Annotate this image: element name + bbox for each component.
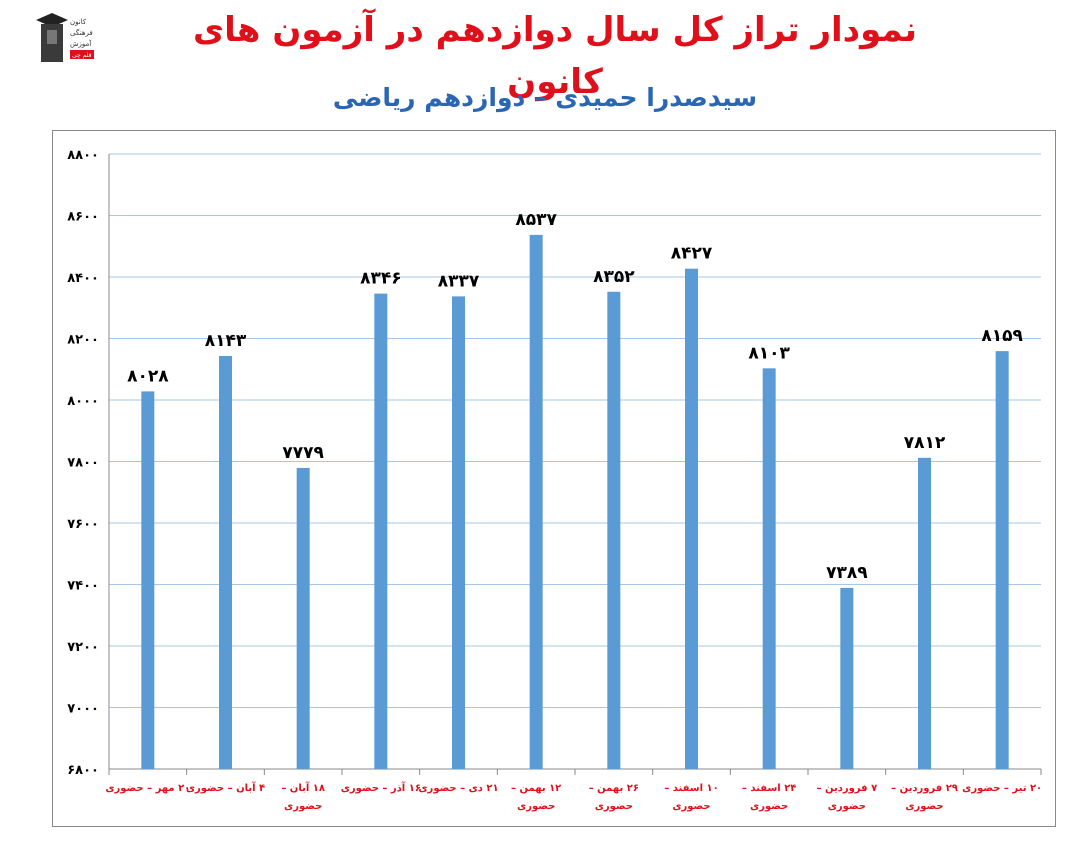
- logo-text-line-3: آموزش: [70, 39, 92, 48]
- category-label: حضوری: [672, 801, 710, 812]
- kanoon-logo: کانون فرهنگی آموزش قلم چی: [32, 8, 104, 66]
- category-label: ۲۹ فروردین –: [891, 783, 958, 794]
- category-label: حضوری: [750, 801, 788, 812]
- logo-text-line-2: فرهنگی: [70, 28, 93, 37]
- page-subtitle: سیدصدرا حمیدی – دوازدهم ریاضی: [332, 83, 758, 112]
- category-label: ۲۰ تیر – حضوری: [962, 783, 1042, 794]
- category-label: حضوری: [595, 801, 633, 812]
- bar: [219, 356, 232, 769]
- category-label: حضوری: [828, 801, 866, 812]
- category-label: ۲۱ دی – حضوری: [418, 783, 498, 794]
- y-tick-label: ۸۰۰۰: [67, 394, 99, 409]
- y-tick-label: ۷۲۰۰: [67, 640, 99, 655]
- category-label: ۲۶ بهمن –: [589, 783, 639, 794]
- bar: [995, 351, 1009, 769]
- bar: [918, 457, 931, 769]
- category-label: ۱۸ آبان –: [281, 781, 325, 794]
- y-tick-label: ۷۴۰۰: [67, 579, 99, 594]
- y-tick-label: ۸۴۰۰: [67, 271, 99, 286]
- data-label: ۸۳۳۷: [438, 271, 480, 291]
- category-label: حضوری: [517, 801, 555, 812]
- page-title: نمودار تراز کل سال دوازدهم در آزمون های …: [192, 10, 917, 102]
- data-label: ۸۱۰۳: [748, 343, 790, 363]
- data-label: ۸۱۴۳: [205, 331, 247, 351]
- bar: [141, 391, 155, 769]
- chart-frame: ۶۸۰۰ ۷۰۰۰ ۷۲۰۰ ۷۴۰۰ ۷۶۰۰ ۷۸۰۰ ۸۰۰۰ ۸۲۰۰ ۸۴۰۰ ۸۶۰۰…: [52, 130, 1056, 827]
- category-label: ۲۰ مهر – حضوری: [105, 783, 190, 794]
- bar: [529, 234, 543, 769]
- data-label: ۷۷۷۹: [282, 443, 324, 463]
- graduation-cap-icon: [36, 13, 68, 27]
- y-tick-label: ۸۲۰۰: [67, 333, 99, 348]
- data-label: ۸۰۲۸: [127, 366, 169, 386]
- category-label: ۲۴ اسفند –: [742, 783, 797, 794]
- data-label: ۸۱۵۹: [981, 326, 1023, 346]
- logo-text-line-1: کانون: [70, 18, 87, 26]
- data-label: ۸۳۴۶: [360, 269, 402, 289]
- logo-text-line-4: قلم چی: [72, 52, 92, 59]
- bar: [762, 368, 776, 769]
- data-label: ۷۸۱۲: [904, 433, 946, 453]
- category-label: حضوری: [905, 801, 943, 812]
- bar: [452, 296, 465, 769]
- data-label: ۸۵۳۷: [515, 210, 557, 230]
- bar: [685, 268, 698, 769]
- data-label: ۸۴۲۷: [671, 244, 713, 264]
- category-label: ۱۶ آذر – حضوری: [341, 781, 421, 794]
- data-label: ۸۳۵۲: [593, 267, 635, 287]
- bar: [607, 291, 621, 769]
- kanoon-logo-graphic: کانون فرهنگی آموزش قلم چی: [36, 13, 94, 62]
- y-tick-label: ۷۸۰۰: [67, 456, 99, 471]
- category-label: حضوری: [284, 801, 322, 812]
- y-tick-label: ۸۶۰۰: [67, 210, 99, 225]
- y-tick-label: ۶۸۰۰: [67, 763, 99, 778]
- category-label: ۴ آبان – حضوری: [186, 781, 265, 794]
- bar: [840, 587, 854, 769]
- data-label: ۷۳۸۹: [826, 563, 868, 583]
- category-label: ۷ فروردین –: [816, 783, 877, 794]
- bar: [296, 467, 310, 769]
- y-tick-label: ۷۰۰۰: [67, 702, 99, 717]
- category-label: ۱۲ بهمن –: [511, 783, 561, 794]
- bar: [374, 293, 388, 769]
- y-tick-label: ۷۶۰۰: [67, 517, 99, 532]
- category-label: ۱۰ اسفند –: [664, 783, 719, 794]
- y-tick-label: ۸۸۰۰: [67, 148, 99, 163]
- bar-chart: ۶۸۰۰ ۷۰۰۰ ۷۲۰۰ ۷۴۰۰ ۷۶۰۰ ۷۸۰۰ ۸۰۰۰ ۸۲۰۰ ۸۴۰۰ ۸۶۰۰…: [67, 148, 1042, 812]
